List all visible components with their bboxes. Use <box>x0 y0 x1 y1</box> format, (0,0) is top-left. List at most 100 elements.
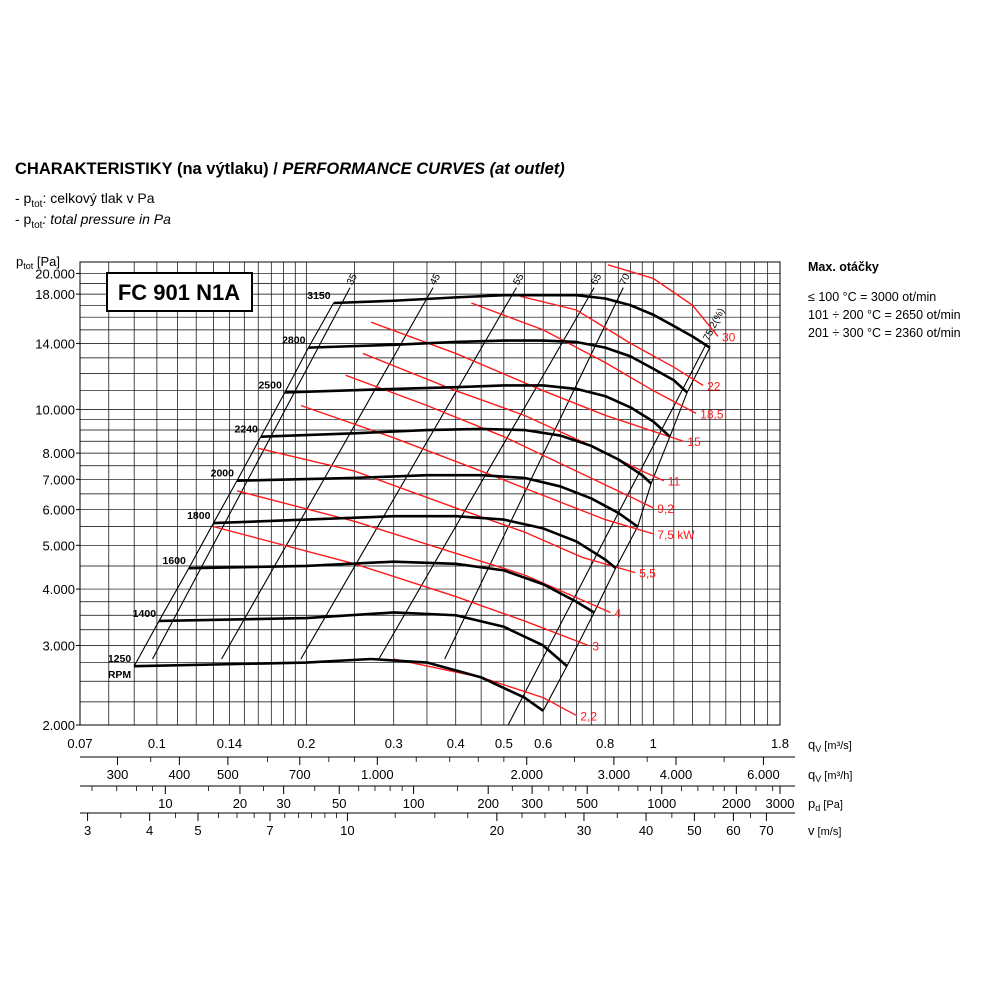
secondary-axis-tick-label: 700 <box>289 767 311 782</box>
x-tick-label: 0.5 <box>495 736 513 751</box>
secondary-axis-tick-label: 300 <box>107 767 129 782</box>
x-tick-label: 0.4 <box>447 736 465 751</box>
secondary-axis-tick-label: 50 <box>332 796 346 811</box>
y-tick-label: 18.000 <box>35 287 75 302</box>
x-tick-label: 0.2 <box>297 736 315 751</box>
y-tick-label: 5.000 <box>42 538 75 553</box>
secondary-axis-tick-label: 10 <box>158 796 172 811</box>
power-label: 2,2 <box>580 709 597 723</box>
secondary-axis-label: qV [m³/h] <box>808 767 852 784</box>
max-speed-line: 101 ÷ 200 °C = 2650 ot/min <box>808 308 961 322</box>
y-tick-label: 7.000 <box>42 472 75 487</box>
secondary-axis-tick-label: 500 <box>576 796 598 811</box>
fan-curve <box>134 657 544 712</box>
rpm-label: 1600 <box>163 555 187 567</box>
secondary-axis-tick-label: 6.000 <box>747 767 780 782</box>
rpm-label: 2800 <box>282 335 306 347</box>
rpm-label: 2500 <box>258 379 282 391</box>
max-speed-line: ≤ 100 °C = 3000 ot/min <box>808 290 937 304</box>
power-line <box>213 525 589 647</box>
power-label: 22 <box>707 379 721 393</box>
x-tick-label: 0.14 <box>217 736 242 751</box>
secondary-axis-label: v [m/s] <box>808 823 841 838</box>
secondary-axis-tick-label: 5 <box>194 823 201 838</box>
x-tick-label: 0.8 <box>596 736 614 751</box>
legend-line-en: - ptot: total pressure in Pa <box>15 211 171 231</box>
rpm-label: 2240 <box>235 424 259 436</box>
y-axis-label: ptot [Pa] <box>16 254 60 271</box>
fan-curve <box>260 427 653 485</box>
efficiency-label: 35 <box>345 272 360 287</box>
fan-curve <box>213 514 617 570</box>
fan-curves <box>134 293 711 712</box>
power-line <box>471 302 697 414</box>
secondary-axis-tick-label: 1000 <box>647 796 676 811</box>
y-tick-label: 8.000 <box>42 446 75 461</box>
efficiency-line <box>444 287 624 660</box>
plot-frame <box>79 261 781 726</box>
secondary-axis-tick-label: 400 <box>169 767 191 782</box>
power-line <box>300 404 654 535</box>
rpm-label: 1800 <box>187 510 211 522</box>
secondary-axis-tick-label: 20 <box>490 823 504 838</box>
fan-curve <box>308 339 689 394</box>
power-line <box>362 352 665 482</box>
curve-start-line <box>133 302 335 667</box>
rpm-label: 2000 <box>211 468 235 480</box>
model-label: FC 901 N1A <box>118 280 240 305</box>
power-label: 3 <box>592 639 599 653</box>
secondary-axis-tick-label: 4 <box>146 823 153 838</box>
x-tick-label: 0.1 <box>148 736 166 751</box>
model-label-box: FC 901 N1A <box>106 272 253 312</box>
power-line <box>393 658 577 717</box>
power-label: 18,5 <box>700 407 724 421</box>
secondary-axis-tick-label: 2.000 <box>510 767 543 782</box>
secondary-axis-tick-label: 500 <box>217 767 239 782</box>
y-tick-label: 4.000 <box>42 582 75 597</box>
secondary-axis-tick-label: 60 <box>726 823 740 838</box>
efficiency-line <box>300 287 517 660</box>
power-label: 4 <box>615 606 622 620</box>
y-tick-label: 14.000 <box>35 336 75 351</box>
y-tick-label: 2.000 <box>42 718 75 733</box>
x-tick-label: 1 <box>650 736 657 751</box>
fan-curve <box>159 611 568 668</box>
secondary-axis-tick-label: 3000 <box>766 796 795 811</box>
secondary-axis-tick-label: 300 <box>521 796 543 811</box>
secondary-axis-tick-label: 20 <box>233 796 247 811</box>
max-speed-heading: Max. otáčky <box>808 260 879 274</box>
page-title: CHARAKTERISTIKY (na výtlaku) / PERFORMAN… <box>15 160 565 178</box>
secondary-axis-tick-label: 7 <box>266 823 273 838</box>
secondary-axis-tick-label: 4.000 <box>660 767 693 782</box>
efficiency-label: 70 <box>618 272 633 287</box>
efficiency-label: 45 <box>428 272 443 287</box>
power-line <box>520 295 704 386</box>
secondary-axis-tick-label: 3 <box>84 823 91 838</box>
fan-curve <box>188 560 595 614</box>
fan-curve <box>236 473 639 528</box>
power-label: 11 <box>668 475 681 489</box>
fan-curve <box>284 384 671 438</box>
power-label: 7,5 kW <box>657 528 695 542</box>
power-line <box>607 264 719 337</box>
efficiency-lines <box>133 287 711 726</box>
x-axis-label: qV [m³/s] <box>808 737 852 754</box>
fan-curve <box>333 293 711 349</box>
rpm-label: 3150 <box>307 290 331 302</box>
secondary-axis-tick-label: 30 <box>577 823 591 838</box>
rpm-label: 1250 <box>108 653 132 665</box>
rpm-label: 1400 <box>133 608 157 620</box>
efficiency-label: 55 <box>511 272 526 288</box>
secondary-axis-tick-label: 40 <box>639 823 653 838</box>
y-tick-label: 20.000 <box>35 266 75 281</box>
rpm-unit-label: RPM <box>108 669 132 681</box>
legend-line-cs: - ptot: celkový tlak v Pa <box>15 190 155 210</box>
efficiency-line <box>507 343 707 726</box>
efficiency-label: 65 <box>589 272 604 288</box>
y-tick-label: 3.000 <box>42 638 75 653</box>
x-tick-label: 0.07 <box>67 736 92 751</box>
power-label: 9,2 <box>657 502 674 516</box>
x-tick-label: 1.8 <box>771 736 789 751</box>
secondary-axis-tick-label: 3.000 <box>598 767 631 782</box>
